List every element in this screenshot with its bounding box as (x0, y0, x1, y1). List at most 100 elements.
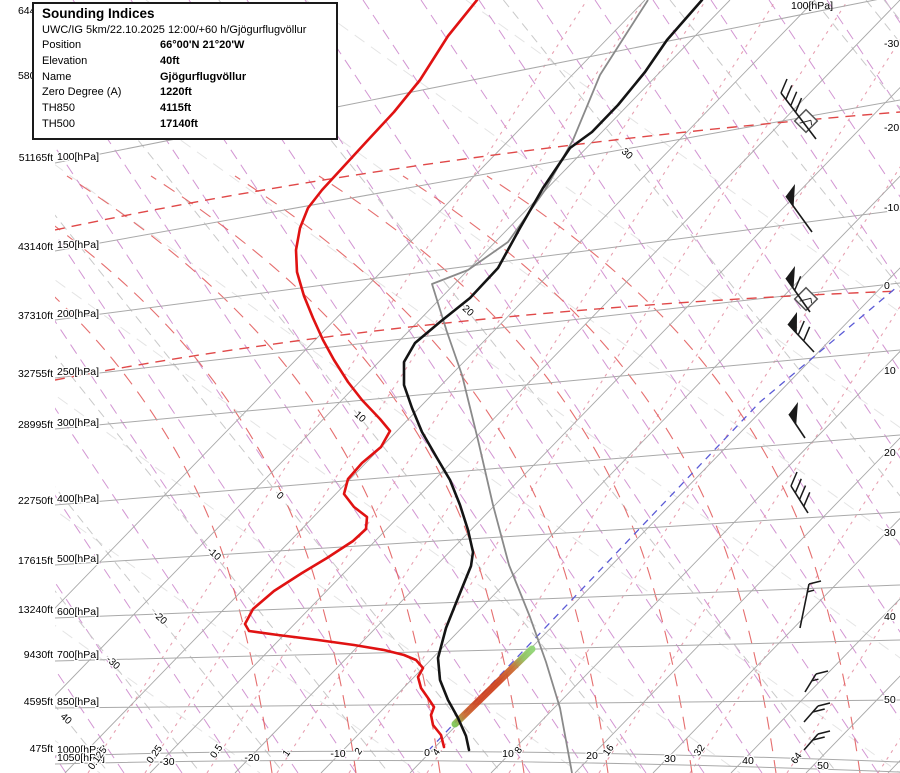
lcl-line (427, 286, 898, 752)
violet-dashed-line (362, 0, 879, 773)
mixing-ratio-line (508, 166, 900, 773)
row-value: 40ft (160, 54, 180, 67)
barb-full-tick (797, 320, 805, 336)
isotherm-line (730, 598, 900, 773)
violet-dashed-line (420, 0, 900, 720)
mixing-ratio-line (206, 0, 707, 773)
temperature-tick-label: 10 (502, 748, 514, 760)
cape-segment (451, 645, 536, 728)
isotherm-line (490, 350, 900, 773)
zero-degree-curve (55, 111, 900, 231)
altitude-tick-label: 32755ft (18, 368, 53, 380)
isotherm-line (55, 0, 646, 609)
theta-label: 40 (58, 711, 74, 727)
violet-dashed-line (652, 0, 900, 372)
barb-full-tick (794, 478, 802, 494)
pressure-tick-label: 1050[hPa] (57, 752, 105, 764)
mixing-ratio-tick-label: 1 (281, 748, 293, 759)
barb-full-tick (793, 275, 802, 291)
isobar-line (55, 759, 900, 773)
diamond-outline (793, 286, 819, 312)
row-label: Position (42, 39, 82, 51)
violet-dashed-line (478, 0, 900, 633)
row-value: 4115ft (160, 102, 192, 115)
temperature-tick-label: -20 (244, 752, 259, 764)
barb-full-tick (817, 730, 831, 735)
pressure-tick-label: 300[hPa] (57, 417, 99, 429)
moist-adiabat-line (150, 175, 525, 773)
barb-staff (780, 92, 817, 140)
row-value: 17140ft (160, 117, 198, 130)
row-value: Gjögurflugvöllur (160, 70, 247, 83)
temperature-tick-label: -10 (330, 748, 345, 760)
barb-full-tick (812, 736, 825, 741)
level-marker-diamond (793, 108, 819, 134)
temperature-tick-label: 30 (664, 753, 676, 765)
isobar-line (55, 511, 900, 566)
barb-full-tick (815, 670, 829, 675)
isotherm-line (64, 0, 816, 773)
violet-dashed-line (536, 0, 900, 546)
mixing-ratio-line (87, 0, 588, 773)
isotherm-line (409, 267, 900, 773)
mixing-ratio-line (426, 39, 900, 773)
barb-full-tick (790, 471, 798, 487)
barb-pennant (789, 402, 798, 425)
info-row-elevation: Elevation 40ft (42, 54, 330, 70)
altitude-tick-label: 13240ft (18, 604, 53, 616)
isotherm-line (55, 0, 731, 697)
pressure-tick-label: 1000[hPa] (57, 744, 105, 756)
dry-adiabat-line (813, 0, 900, 109)
violet-dashed-line (55, 320, 357, 773)
barb-staff (799, 583, 810, 629)
mixing-ratio-tick-label: 2 (353, 746, 365, 757)
temperature-tick-label: 50 (817, 760, 829, 772)
violet-dashed-line (55, 494, 241, 773)
info-row-name: Name Gjögurflugvöllur (42, 70, 330, 86)
temperature-tick-label: 40 (742, 755, 754, 767)
moist-adiabat-line (486, 175, 861, 773)
wind-barb (804, 670, 829, 693)
barb-full-tick (789, 91, 798, 107)
model-run-line: UWC/IG 5km/22.10.2025 12:00/+60 h/Gjögur… (42, 24, 307, 36)
sounding-curves (243, 0, 898, 773)
barb-full-tick (803, 492, 811, 507)
mixing-ratio-line (144, 0, 645, 773)
mixing-ratio-line (689, 446, 900, 773)
dry-adiabat-line (883, 0, 900, 21)
faint-adiabat-line (55, 279, 741, 773)
pressure-tick-label: 600[hPa] (57, 606, 99, 618)
mixing-ratio-line (786, 596, 900, 773)
barb-staff (785, 195, 813, 233)
diamond-glyph (799, 119, 813, 126)
altitude-tick-label: 37310ft (18, 310, 53, 322)
wind-barb (787, 312, 815, 353)
dewpoint-curve (402, 0, 704, 752)
wind-barb (790, 471, 811, 514)
altitude-tick-label: 51165ft (19, 152, 53, 164)
row-value: 1220ft (160, 86, 192, 99)
faint-adiabat-line (55, 509, 421, 773)
isotherm-line (320, 175, 900, 773)
pressure-tick-label: 400[hPa] (57, 493, 99, 505)
isobar-line (55, 282, 900, 379)
panel-title: Sounding Indices (42, 6, 155, 21)
violet-dashed-line (0, 0, 8, 773)
temperature-right-tick-label: 40 (884, 611, 896, 623)
isobar-line (55, 434, 900, 506)
theta-label: -30 (104, 654, 122, 672)
temperature-right-tick-label: 50 (884, 694, 896, 706)
violet-dashed-line (55, 146, 473, 773)
moist-adiabat-line (55, 225, 357, 773)
barb-full-tick (808, 580, 822, 585)
violet-dashed-line (710, 0, 900, 285)
violet-dashed-line (884, 0, 900, 24)
mixing-ratio-tick-label: 4 (431, 747, 443, 758)
dry-adiabat-line (865, 0, 900, 44)
violet-dashed-line (594, 0, 900, 459)
top-right-pressure-label: 100[hPa] (791, 0, 834, 12)
moist-adiabat-line (234, 175, 609, 773)
barb-full-tick (785, 85, 793, 100)
